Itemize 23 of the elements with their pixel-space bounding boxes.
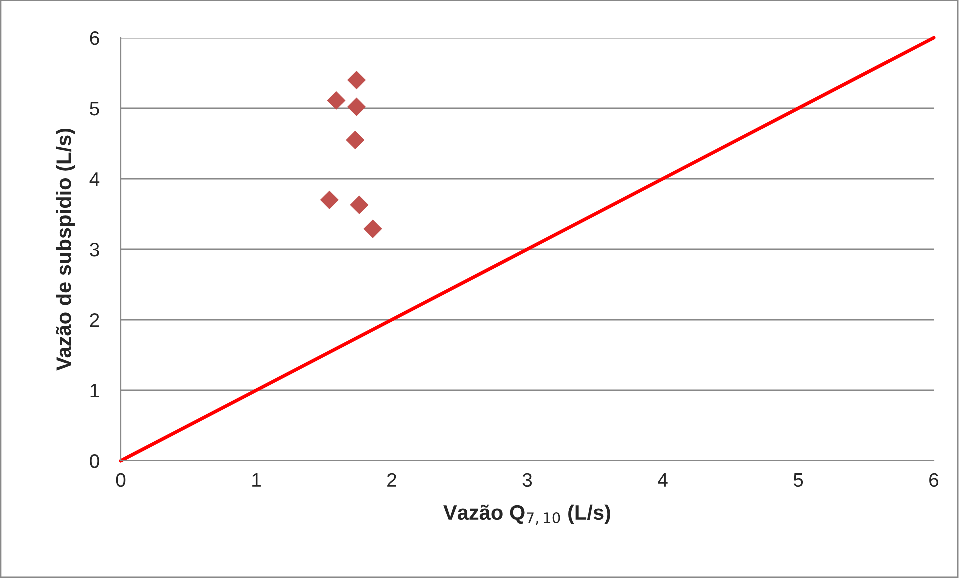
x-tick-label: 3 [522, 473, 532, 488]
x-tick-label: 2 [388, 473, 396, 487]
x-tick-label: 6 [930, 473, 939, 488]
x-tick-label: 1 [252, 474, 261, 487]
y-axis-title: Vazão de subspidio (L/s) [56, 128, 76, 371]
x-tick-label: 4 [658, 474, 668, 487]
point [327, 91, 346, 110]
y-tick-label: 6 [90, 31, 100, 46]
point [320, 190, 339, 210]
x-tick-label: 0 [116, 473, 126, 488]
x-tick-label: 5 [794, 474, 804, 488]
point [347, 98, 366, 116]
y-tick-label: 5 [90, 102, 100, 116]
point [350, 196, 369, 214]
x-axis-title: Vazão Q$_{7,10}$ (L/s) [444, 504, 610, 526]
point [346, 130, 365, 150]
y-tick-label: 3 [90, 242, 100, 257]
point [347, 70, 366, 90]
y-tick-label: 2 [90, 313, 100, 328]
y-tick-label: 4 [90, 172, 100, 186]
y-tick-label: 1 [90, 384, 100, 398]
point [364, 220, 382, 238]
y-tick-label: 0 [90, 454, 100, 468]
